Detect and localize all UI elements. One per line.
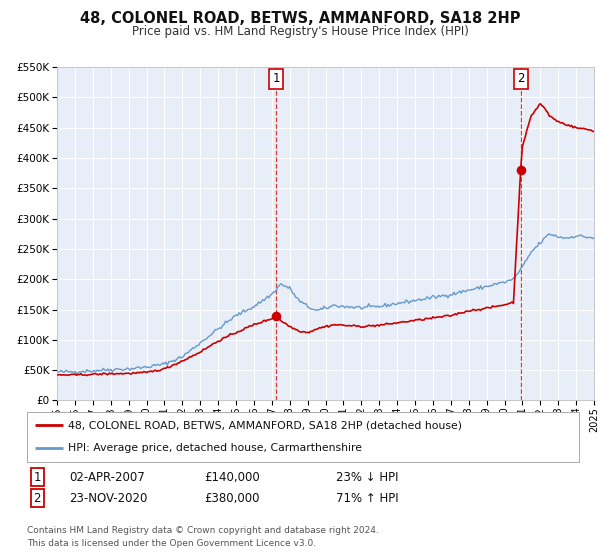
Text: Contains HM Land Registry data © Crown copyright and database right 2024.: Contains HM Land Registry data © Crown c… xyxy=(27,526,379,535)
Text: 1: 1 xyxy=(34,470,41,484)
Text: 23% ↓ HPI: 23% ↓ HPI xyxy=(336,470,398,484)
Text: HPI: Average price, detached house, Carmarthenshire: HPI: Average price, detached house, Carm… xyxy=(68,444,362,454)
Text: 48, COLONEL ROAD, BETWS, AMMANFORD, SA18 2HP (detached house): 48, COLONEL ROAD, BETWS, AMMANFORD, SA18… xyxy=(68,420,463,430)
Text: 23-NOV-2020: 23-NOV-2020 xyxy=(69,492,148,505)
Text: Price paid vs. HM Land Registry's House Price Index (HPI): Price paid vs. HM Land Registry's House … xyxy=(131,25,469,38)
Text: 2: 2 xyxy=(517,72,524,85)
Text: £380,000: £380,000 xyxy=(204,492,260,505)
Text: £140,000: £140,000 xyxy=(204,470,260,484)
Point xyxy=(271,311,281,320)
Point xyxy=(516,166,526,175)
Text: 48, COLONEL ROAD, BETWS, AMMANFORD, SA18 2HP: 48, COLONEL ROAD, BETWS, AMMANFORD, SA18… xyxy=(80,11,520,26)
Text: This data is licensed under the Open Government Licence v3.0.: This data is licensed under the Open Gov… xyxy=(27,539,316,548)
Text: 2: 2 xyxy=(34,492,41,505)
Text: 1: 1 xyxy=(272,72,280,85)
Text: 02-APR-2007: 02-APR-2007 xyxy=(69,470,145,484)
Text: 71% ↑ HPI: 71% ↑ HPI xyxy=(336,492,398,505)
